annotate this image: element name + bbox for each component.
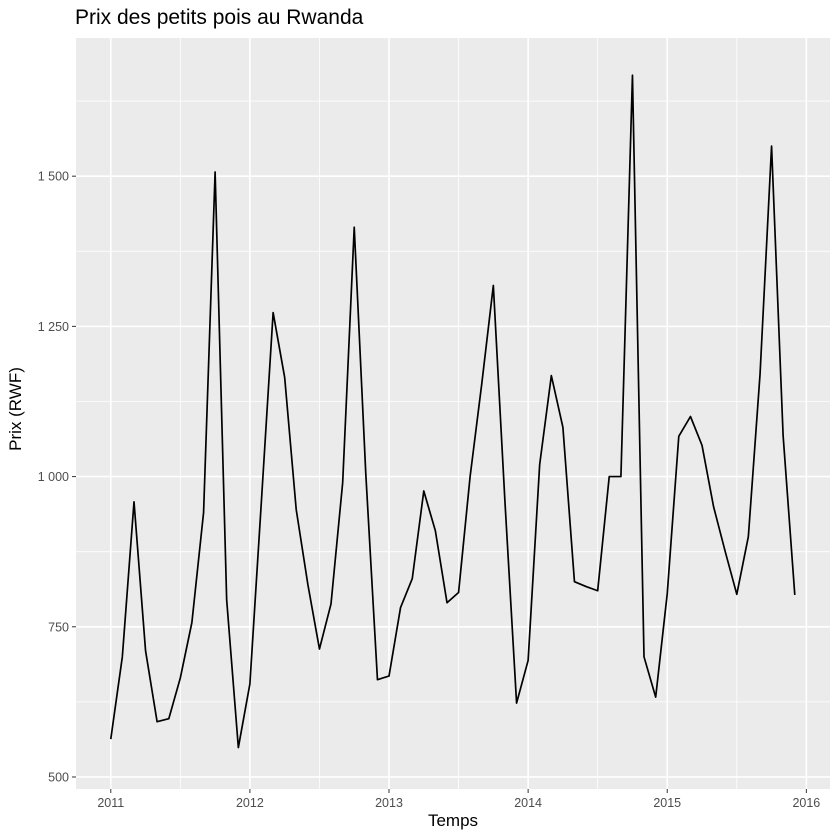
minor-gridlines	[76, 38, 830, 789]
plot-panel	[76, 38, 830, 789]
y-axis-title: Prix (RWF)	[6, 367, 25, 451]
y-tick-label: 1 000	[38, 470, 69, 484]
x-tick-label: 2016	[792, 796, 820, 810]
x-axis-title: Temps	[428, 811, 478, 830]
y-tick-label: 750	[48, 620, 69, 634]
y-tick-label: 500	[48, 770, 69, 784]
x-tick-label: 2012	[236, 796, 264, 810]
chart-title: Prix des petits pois au Rwanda	[75, 6, 364, 29]
x-tick-label: 2014	[514, 796, 542, 810]
y-tick-label: 1 250	[38, 320, 69, 334]
x-tick-label: 2011	[97, 796, 124, 810]
x-axis-ticks: 2011 2012 2013 2014 2015 2016	[97, 789, 820, 810]
price-series-line	[109, 74, 796, 749]
x-tick-label: 2013	[375, 796, 403, 810]
y-tick-label: 1 500	[38, 170, 69, 184]
major-gridlines	[76, 38, 830, 789]
x-tick-label: 2015	[653, 796, 681, 810]
y-axis-ticks: 500 750 1 000 1 250 1 500	[38, 170, 76, 784]
